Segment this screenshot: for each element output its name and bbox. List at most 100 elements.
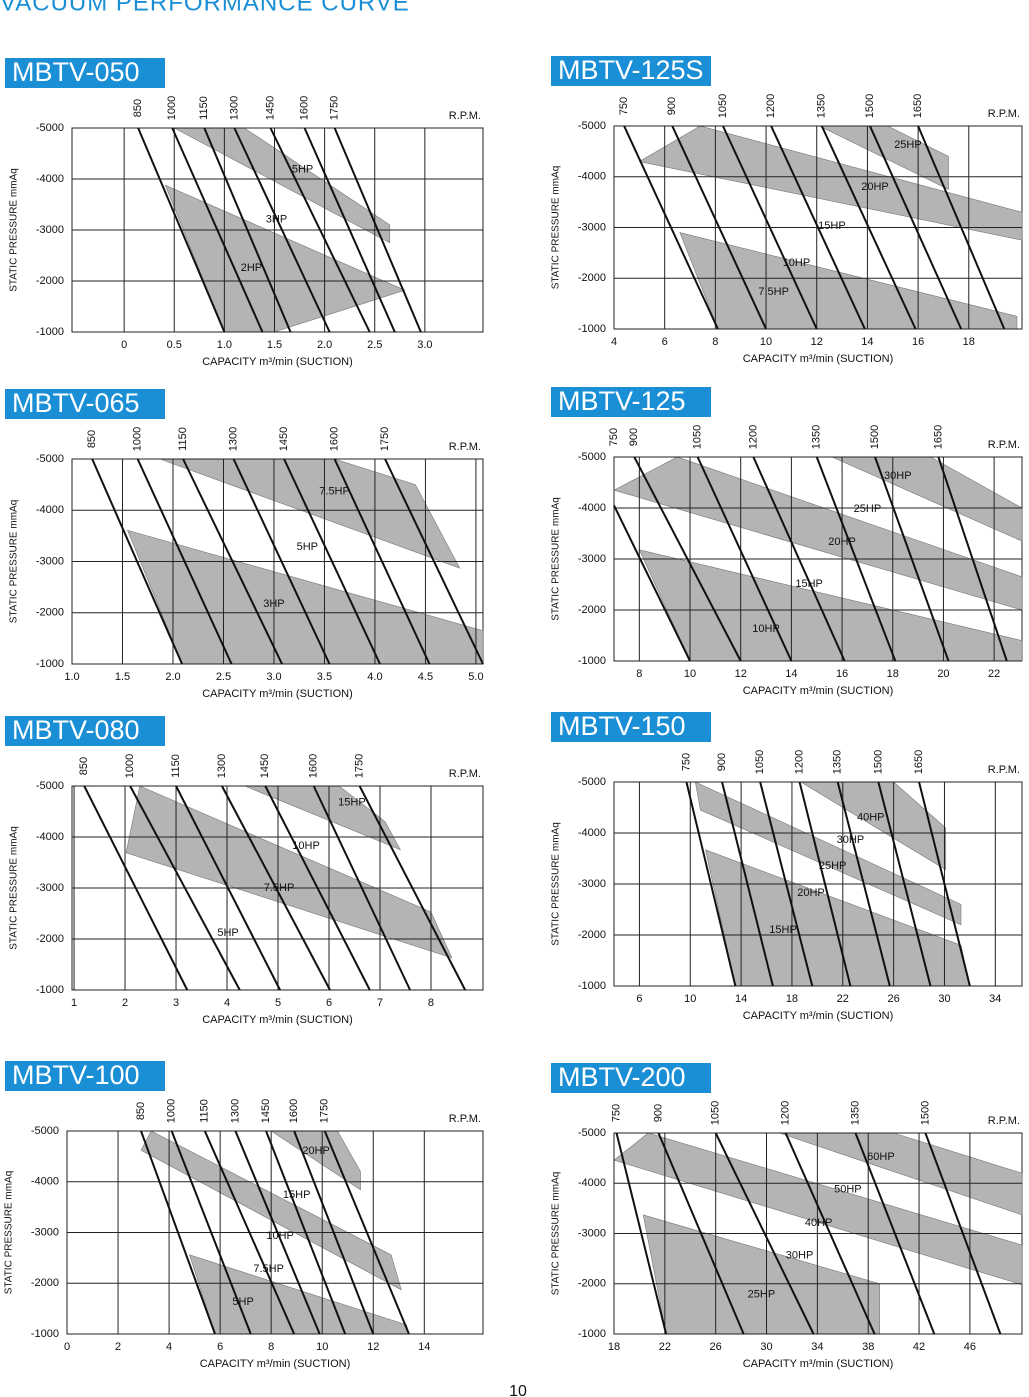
- rpm-curve: [333, 127, 422, 333]
- rpm-axis-label: R.P.M.: [449, 441, 481, 453]
- rpm-label: 1050: [692, 425, 704, 449]
- x-tick-label: 22: [988, 668, 1000, 680]
- hp-label: 15HP: [818, 220, 846, 232]
- rpm-axis-label: R.P.M.: [449, 1113, 481, 1125]
- title-box: [5, 716, 165, 746]
- hp-label: 40HP: [857, 812, 885, 824]
- chart-title: MBTV-125S: [558, 55, 704, 85]
- rpm-label: 750: [618, 97, 630, 115]
- x-tick-label: 18: [608, 1341, 620, 1353]
- rpm-axis-label: R.P.M.: [988, 764, 1020, 776]
- chart-title: MBTV-125: [558, 386, 686, 416]
- hp-label: 3HP: [263, 598, 284, 610]
- y-tick-label: -5000: [31, 1125, 59, 1137]
- rpm-curve: [714, 1132, 815, 1335]
- y-tick-label: -5000: [578, 776, 606, 788]
- rpm-curve: [312, 785, 411, 991]
- rpm-label: 850: [132, 99, 144, 117]
- y-axis-label: STATIC PRESSURE mmAq: [551, 166, 562, 290]
- rpm-label: 1750: [319, 1099, 331, 1123]
- rpm-label: 1500: [872, 750, 884, 774]
- x-tick-label: 6: [662, 336, 668, 348]
- rpm-curve: [877, 781, 932, 987]
- hp-label: 40HP: [805, 1217, 833, 1229]
- rpm-axis-label: R.P.M.: [449, 110, 481, 122]
- y-axis-label: STATIC PRESSURE mmAq: [9, 826, 20, 950]
- rpm-label: 1500: [919, 1101, 931, 1125]
- x-tick-label: 4: [611, 336, 617, 348]
- rpm-curve: [685, 781, 737, 987]
- rpm-curve: [924, 1132, 1002, 1335]
- x-tick-label: 26: [710, 1341, 722, 1353]
- rpm-label: 1600: [328, 427, 340, 451]
- x-tick-label: 14: [418, 1341, 430, 1353]
- rpm-label: 1650: [912, 94, 924, 118]
- y-tick-label: -4000: [578, 502, 606, 514]
- rpm-curve: [770, 125, 866, 330]
- rpm-curve: [91, 458, 183, 665]
- y-axis-label: STATIC PRESSURE mmAq: [9, 168, 20, 292]
- rpm-label: 900: [666, 97, 678, 115]
- rpm-label: 1500: [864, 94, 876, 118]
- rpm-curve: [820, 125, 917, 330]
- rpm-curve: [836, 781, 891, 987]
- y-tick-label: -3000: [578, 1227, 606, 1239]
- y-axis-label: STATIC PRESSURE mmAq: [551, 1172, 562, 1296]
- hp-label: 5HP: [217, 927, 238, 939]
- y-tick-label: -3000: [578, 878, 606, 890]
- rpm-curve: [137, 127, 226, 333]
- x-tick-label: 1.0: [64, 671, 79, 683]
- rpm-curve: [203, 127, 292, 333]
- rpm-label: 850: [86, 430, 98, 448]
- rpm-axis-label: R.P.M.: [988, 439, 1020, 451]
- rpm-label: 750: [680, 753, 692, 771]
- rpm-label: 1750: [329, 96, 341, 120]
- x-tick-label: 18: [887, 668, 899, 680]
- rpm-curve: [854, 1132, 936, 1335]
- hp-label: 60HP: [867, 1151, 895, 1163]
- rpm-label: 1600: [308, 754, 320, 778]
- hp-label: 20HP: [302, 1145, 330, 1157]
- x-tick-label: 7: [377, 997, 383, 1009]
- rpm-label: 850: [78, 757, 90, 775]
- x-tick-label: 2.5: [367, 339, 382, 351]
- rpm-curve: [869, 125, 963, 330]
- x-tick-label: 3: [173, 997, 179, 1009]
- x-tick-label: 12: [735, 668, 747, 680]
- rpm-label: 1000: [124, 754, 136, 778]
- title-box: [551, 387, 711, 417]
- rpm-curve: [265, 1130, 347, 1335]
- y-tick-label: -2000: [578, 272, 606, 284]
- x-axis-label: CAPACITY m³/min (SUCTION): [202, 356, 353, 368]
- title-box: [551, 712, 711, 742]
- y-tick-label: -1000: [36, 984, 64, 996]
- rpm-curve: [917, 125, 1006, 330]
- rpm-axis-label: R.P.M.: [988, 1115, 1020, 1127]
- rpm-curve: [175, 785, 281, 991]
- x-tick-label: 6: [326, 997, 332, 1009]
- hp-label: 15HP: [769, 924, 797, 936]
- hp-label: 10HP: [783, 257, 811, 269]
- y-tick-label: -1000: [578, 1328, 606, 1340]
- x-tick-label: 22: [837, 993, 849, 1005]
- x-tick-label: 5: [275, 997, 281, 1009]
- hp-label: 2HP: [241, 262, 262, 274]
- y-tick-label: -3000: [36, 555, 64, 567]
- y-tick-label: -2000: [578, 929, 606, 941]
- rpm-label: 1050: [717, 94, 729, 118]
- rpm-curve: [721, 781, 774, 987]
- rpm-label: 1350: [816, 94, 828, 118]
- y-tick-label: -5000: [36, 122, 64, 134]
- x-tick-label: 10: [684, 668, 696, 680]
- x-tick-label: 34: [989, 993, 1001, 1005]
- y-tick-label: -5000: [578, 451, 606, 463]
- y-tick-label: -3000: [578, 221, 606, 233]
- chart-title: MBTV-065: [12, 388, 140, 418]
- x-tick-label: 0.5: [167, 339, 182, 351]
- y-tick-label: -4000: [578, 827, 606, 839]
- hp-label: 30HP: [837, 834, 865, 846]
- y-axis-label: STATIC PRESSURE mmAq: [551, 822, 562, 946]
- hp-label: 25HP: [748, 1289, 776, 1301]
- rpm-curve: [303, 127, 396, 333]
